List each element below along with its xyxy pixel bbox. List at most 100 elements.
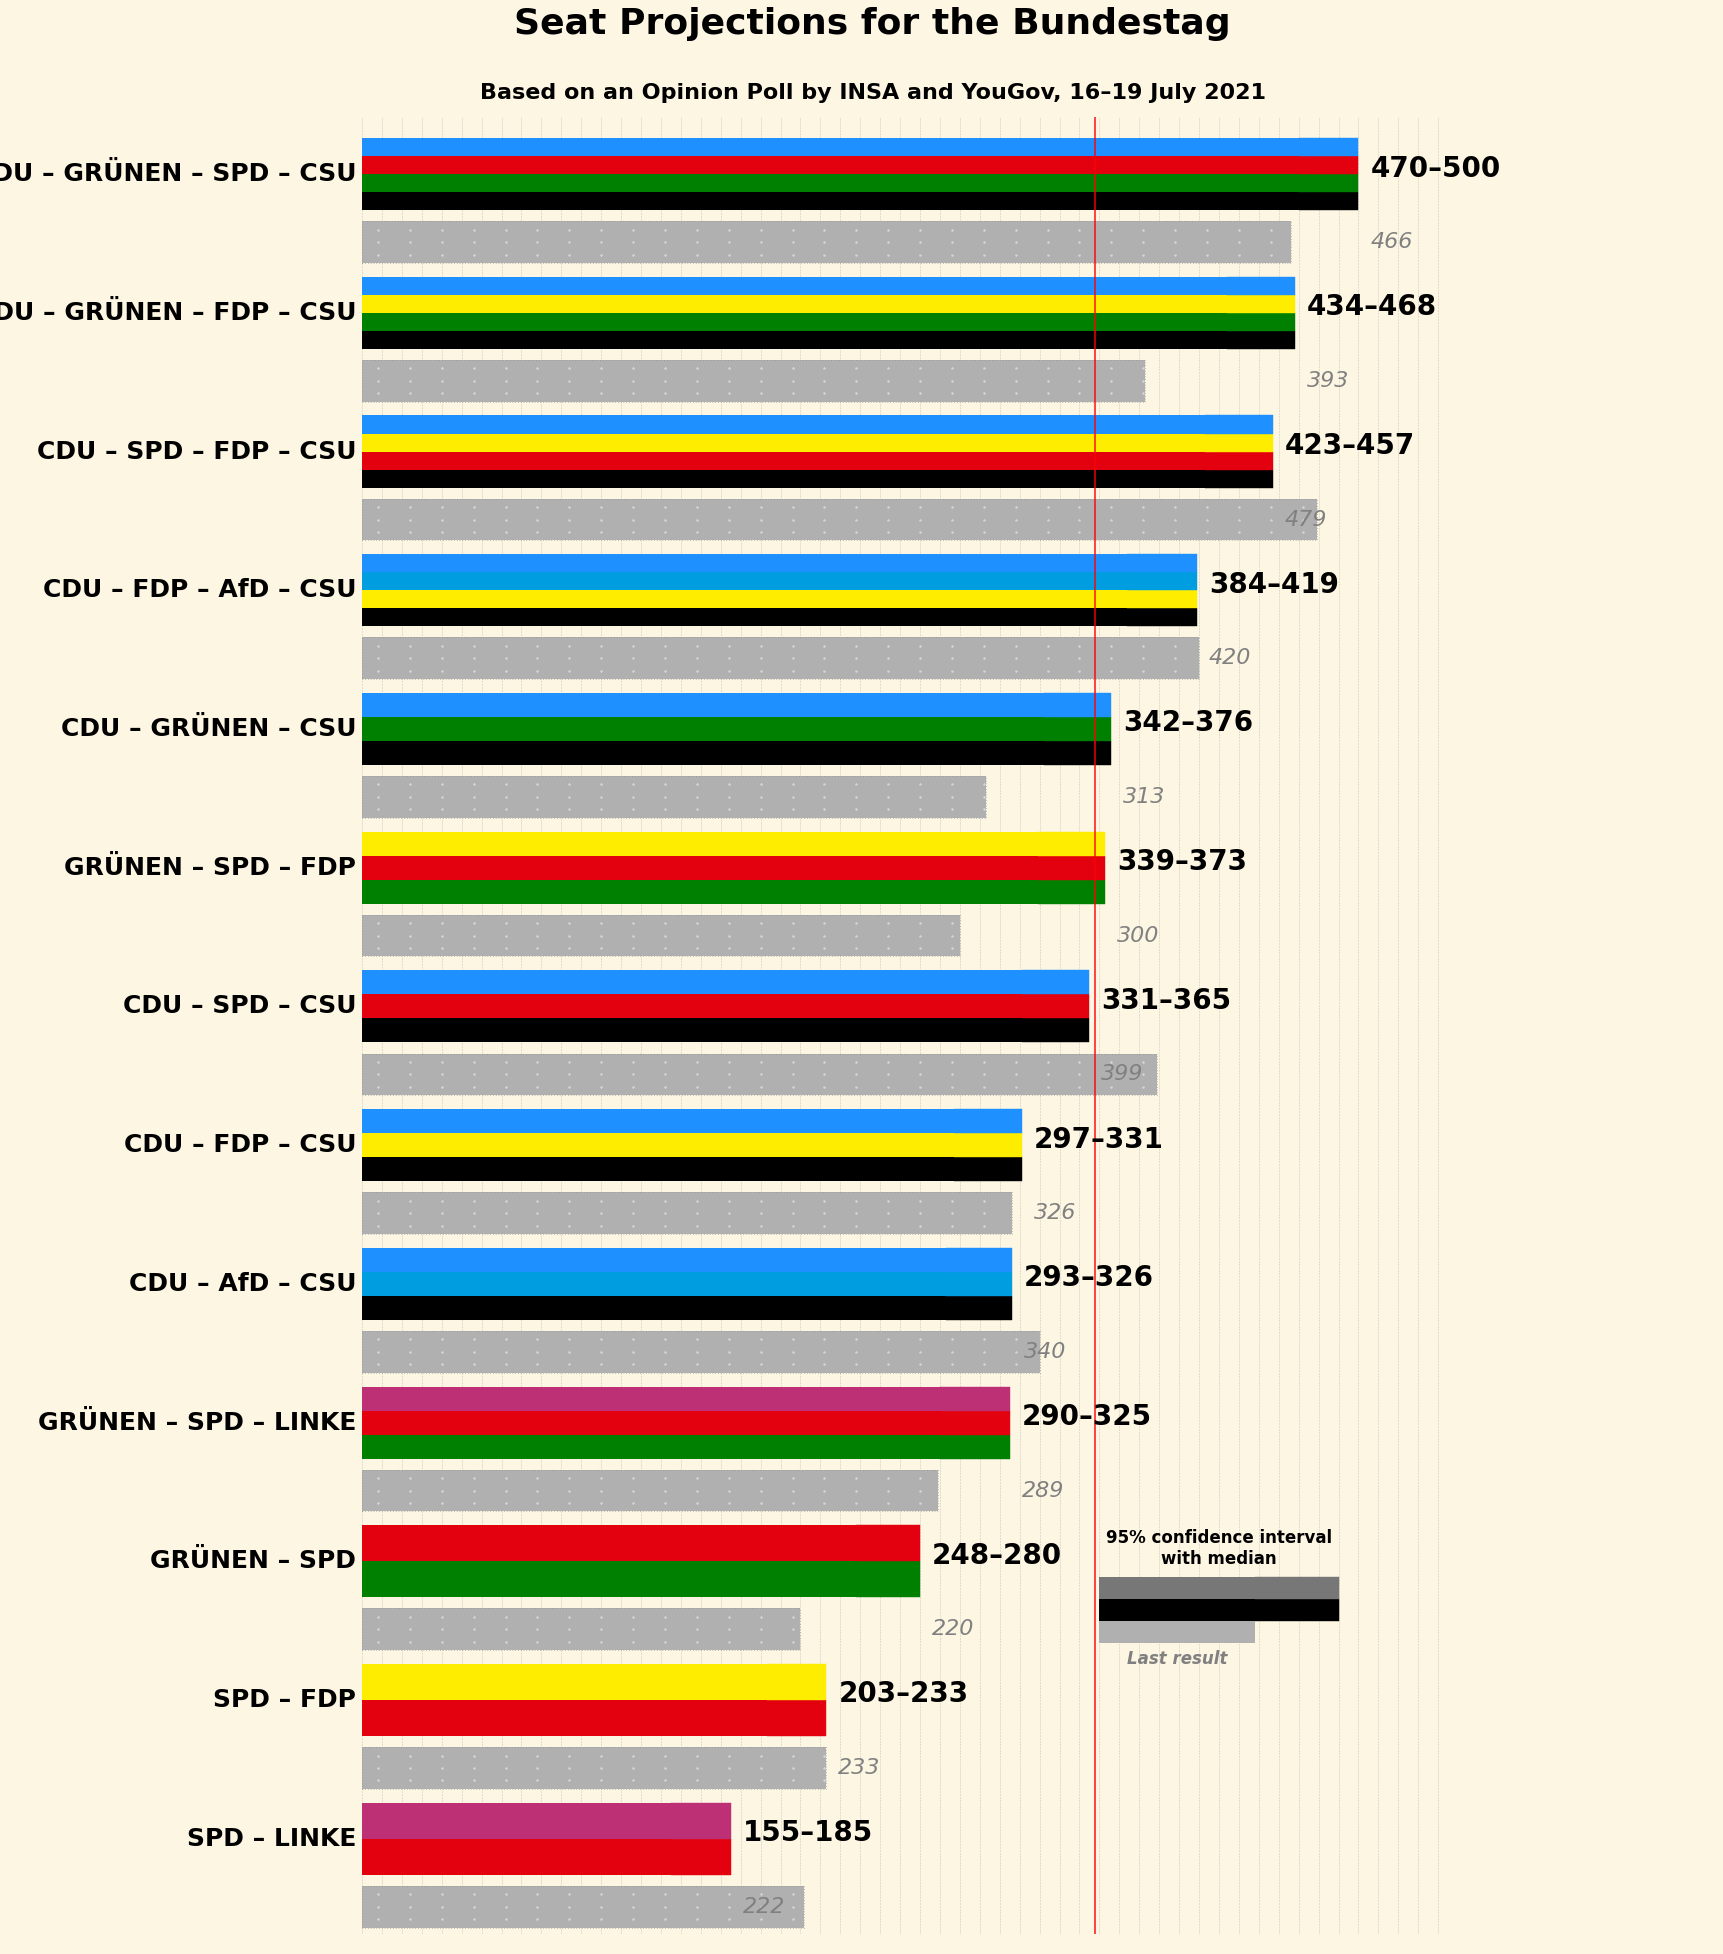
Text: 399: 399	[1101, 1065, 1142, 1084]
Text: 95% confidence interval
with median: 95% confidence interval with median	[1104, 1530, 1332, 1569]
Bar	[362, 1747, 825, 1788]
Bar	[1297, 156, 1358, 174]
Bar	[1204, 416, 1272, 434]
Text: CDU – FDP – AfD – CSU: CDU – FDP – AfD – CSU	[43, 578, 357, 602]
Text: 155–185: 155–185	[743, 1819, 872, 1847]
Bar	[362, 1192, 1011, 1233]
Bar	[362, 1192, 1011, 1233]
Text: 434–468: 434–468	[1306, 293, 1435, 320]
Bar	[362, 221, 1291, 264]
Text: 248–280: 248–280	[932, 1542, 1061, 1569]
Bar	[1297, 174, 1358, 191]
Bar	[767, 1665, 825, 1700]
Bar	[856, 1526, 920, 1561]
Bar	[953, 1157, 1022, 1182]
Bar	[362, 879, 1037, 905]
Bar	[362, 498, 1316, 541]
Bar	[362, 1157, 953, 1182]
Text: Last result: Last result	[1127, 1649, 1227, 1669]
Text: CDU – SPD – CSU: CDU – SPD – CSU	[122, 995, 357, 1018]
Text: 342–376: 342–376	[1123, 709, 1253, 737]
Bar	[1042, 741, 1111, 766]
Bar	[362, 1469, 937, 1510]
Bar	[1037, 879, 1104, 905]
Bar	[362, 608, 1127, 627]
Bar	[1127, 573, 1196, 590]
Bar	[362, 832, 1037, 856]
Bar	[362, 637, 1199, 680]
Bar	[1099, 1577, 1254, 1598]
Bar	[1227, 277, 1294, 295]
Bar	[362, 1387, 939, 1411]
Bar	[362, 856, 1037, 879]
Bar	[670, 1804, 731, 1839]
Bar	[1022, 1018, 1089, 1043]
Bar	[362, 1700, 767, 1735]
Text: CDU – AfD – CSU: CDU – AfD – CSU	[129, 1272, 357, 1296]
Bar	[362, 590, 1127, 608]
Bar	[362, 139, 1297, 156]
Bar	[362, 741, 1042, 766]
Text: 222: 222	[743, 1897, 784, 1917]
Bar	[362, 1469, 937, 1510]
Bar	[362, 1331, 1039, 1372]
Bar	[362, 469, 1204, 488]
Bar	[1127, 555, 1196, 573]
Text: Seat Projections for the Bundestag: Seat Projections for the Bundestag	[513, 8, 1230, 41]
Text: 340: 340	[1023, 1342, 1065, 1362]
Bar	[362, 360, 1144, 403]
Bar	[1254, 1598, 1337, 1622]
Bar	[1099, 1622, 1254, 1643]
Text: SPD – FDP: SPD – FDP	[214, 1688, 357, 1712]
Bar	[670, 1839, 731, 1874]
Text: GRÜNEN – SPD – FDP: GRÜNEN – SPD – FDP	[64, 856, 357, 879]
Bar	[1297, 191, 1358, 211]
Text: CDU – GRÜNEN – CSU: CDU – GRÜNEN – CSU	[60, 717, 357, 741]
Bar	[362, 1804, 670, 1839]
Bar	[1227, 330, 1294, 350]
Bar	[362, 416, 1204, 434]
Text: 393: 393	[1306, 371, 1349, 391]
Bar	[362, 313, 1227, 330]
Bar	[1022, 995, 1089, 1018]
Bar	[362, 1665, 767, 1700]
Text: 290–325: 290–325	[1022, 1403, 1151, 1430]
Bar	[1022, 971, 1089, 995]
Text: 466: 466	[1370, 233, 1411, 252]
Bar	[362, 295, 1227, 313]
Bar	[1254, 1577, 1337, 1598]
Bar	[856, 1561, 920, 1596]
Bar	[939, 1411, 1010, 1434]
Bar	[362, 1839, 670, 1874]
Bar	[362, 451, 1204, 469]
Text: 289: 289	[1022, 1481, 1063, 1501]
Bar	[362, 1608, 799, 1649]
Text: GRÜNEN – SPD: GRÜNEN – SPD	[150, 1550, 357, 1573]
Bar	[946, 1272, 1011, 1296]
Bar	[362, 360, 1144, 403]
Text: CDU – FDP – CSU: CDU – FDP – CSU	[124, 1133, 357, 1157]
Text: 479: 479	[1284, 510, 1327, 530]
Bar	[362, 221, 1291, 264]
Text: SPD – LINKE: SPD – LINKE	[186, 1827, 357, 1850]
Bar	[362, 694, 1042, 717]
Bar	[362, 1747, 825, 1788]
Bar	[362, 573, 1127, 590]
Bar	[946, 1296, 1011, 1321]
Bar	[362, 1272, 946, 1296]
Bar	[1127, 608, 1196, 627]
Bar	[953, 1110, 1022, 1133]
Text: 420: 420	[1208, 649, 1251, 668]
Bar	[362, 1411, 939, 1434]
Bar	[1037, 832, 1104, 856]
Bar	[362, 1249, 946, 1272]
Bar	[362, 1561, 856, 1596]
Text: GRÜNEN – SPD – LINKE: GRÜNEN – SPD – LINKE	[38, 1411, 357, 1434]
Text: 339–373: 339–373	[1117, 848, 1247, 875]
Text: 233: 233	[837, 1759, 880, 1778]
Bar	[939, 1434, 1010, 1458]
Bar	[362, 434, 1204, 451]
Bar	[362, 971, 1022, 995]
Bar	[1037, 856, 1104, 879]
Bar	[1204, 434, 1272, 451]
